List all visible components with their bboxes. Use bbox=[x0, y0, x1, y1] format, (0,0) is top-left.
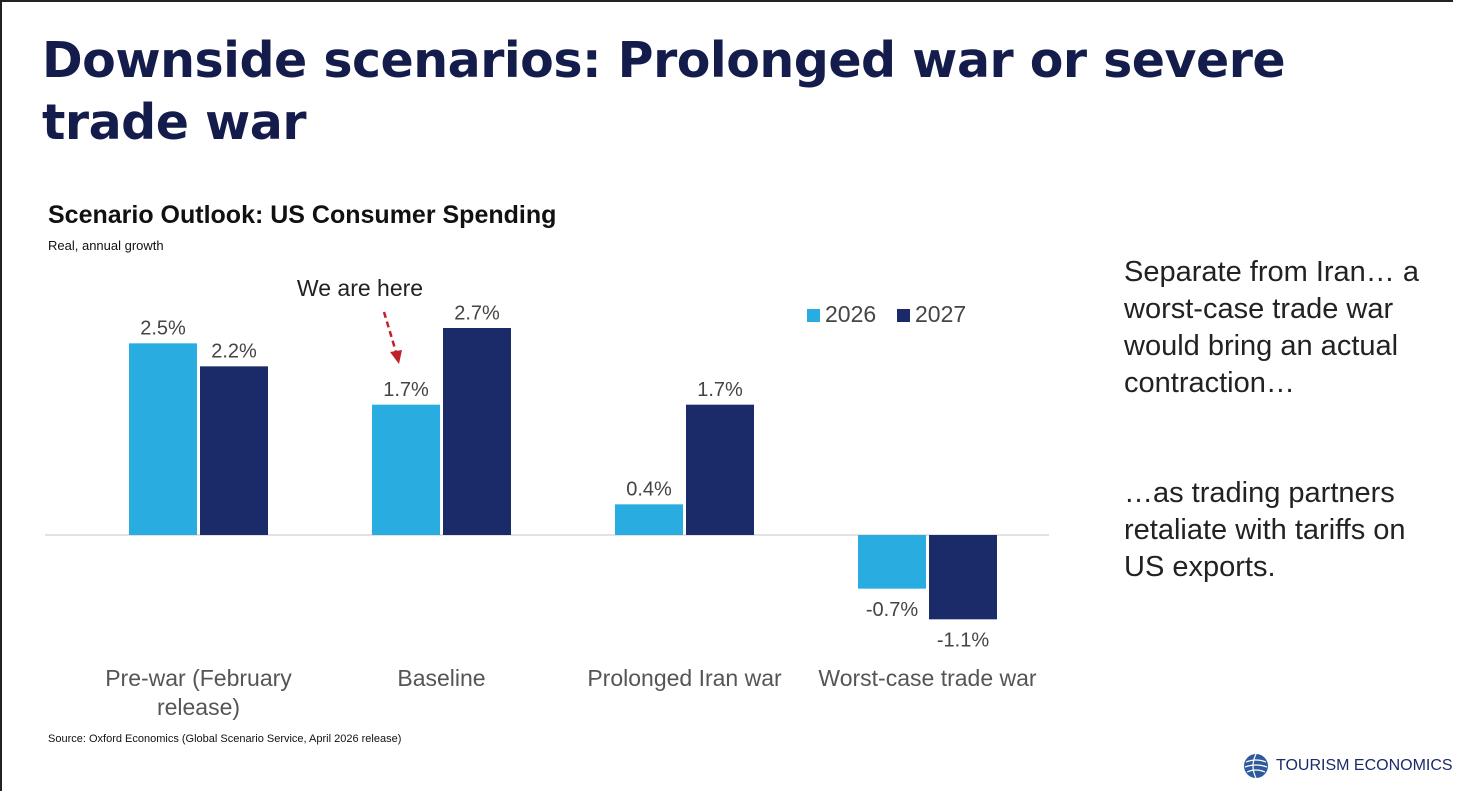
logo-text: TOURISM ECONOMICS bbox=[1276, 757, 1453, 774]
slide-title: Downside scenarios: Prolonged war or sev… bbox=[42, 32, 1286, 151]
value-label: 2.7% bbox=[454, 302, 500, 324]
x-tick-label: Prolonged Iran war bbox=[587, 665, 782, 691]
x-tick-label: Baseline bbox=[397, 665, 486, 691]
logo-globe bbox=[1244, 753, 1268, 779]
value-label: 0.4% bbox=[626, 479, 672, 501]
bar bbox=[929, 535, 997, 620]
x-tick-label: Pre-war (February release) bbox=[105, 665, 292, 720]
x-tick-label: Worst-case trade war bbox=[818, 665, 1037, 691]
value-label: 2.2% bbox=[211, 341, 257, 363]
bar bbox=[686, 404, 754, 535]
annotation-arrowhead bbox=[390, 350, 402, 364]
chart-subtitle: Real, annual growth bbox=[48, 238, 164, 253]
annotation: We are here bbox=[297, 275, 423, 301]
legend-swatch bbox=[807, 309, 820, 322]
value-label: -0.7% bbox=[866, 599, 918, 621]
value-label: 1.7% bbox=[697, 379, 743, 401]
bar bbox=[200, 366, 268, 535]
bar bbox=[129, 343, 197, 535]
bar bbox=[372, 404, 440, 535]
value-label: 1.7% bbox=[383, 379, 429, 401]
logo: TOURISM ECONOMICS bbox=[1242, 752, 1453, 780]
value-label: -1.1% bbox=[937, 630, 989, 652]
bar bbox=[858, 535, 926, 589]
legend-swatch bbox=[897, 309, 910, 322]
source: Source: Oxford Economics (Global Scenari… bbox=[48, 733, 402, 745]
bar bbox=[615, 504, 683, 535]
side-text: …as trading partners retaliate with tari… bbox=[1124, 477, 1406, 583]
side-text: Separate from Iran… a worst-case trade w… bbox=[1124, 256, 1419, 399]
value-label: 2.5% bbox=[140, 318, 186, 340]
legend-label: 2027 bbox=[915, 301, 966, 327]
legend-label: 2026 bbox=[825, 301, 876, 327]
annotation-arrow bbox=[382, 311, 398, 353]
chart-title: Scenario Outlook: US Consumer Spending bbox=[48, 201, 557, 229]
bar bbox=[443, 328, 511, 535]
